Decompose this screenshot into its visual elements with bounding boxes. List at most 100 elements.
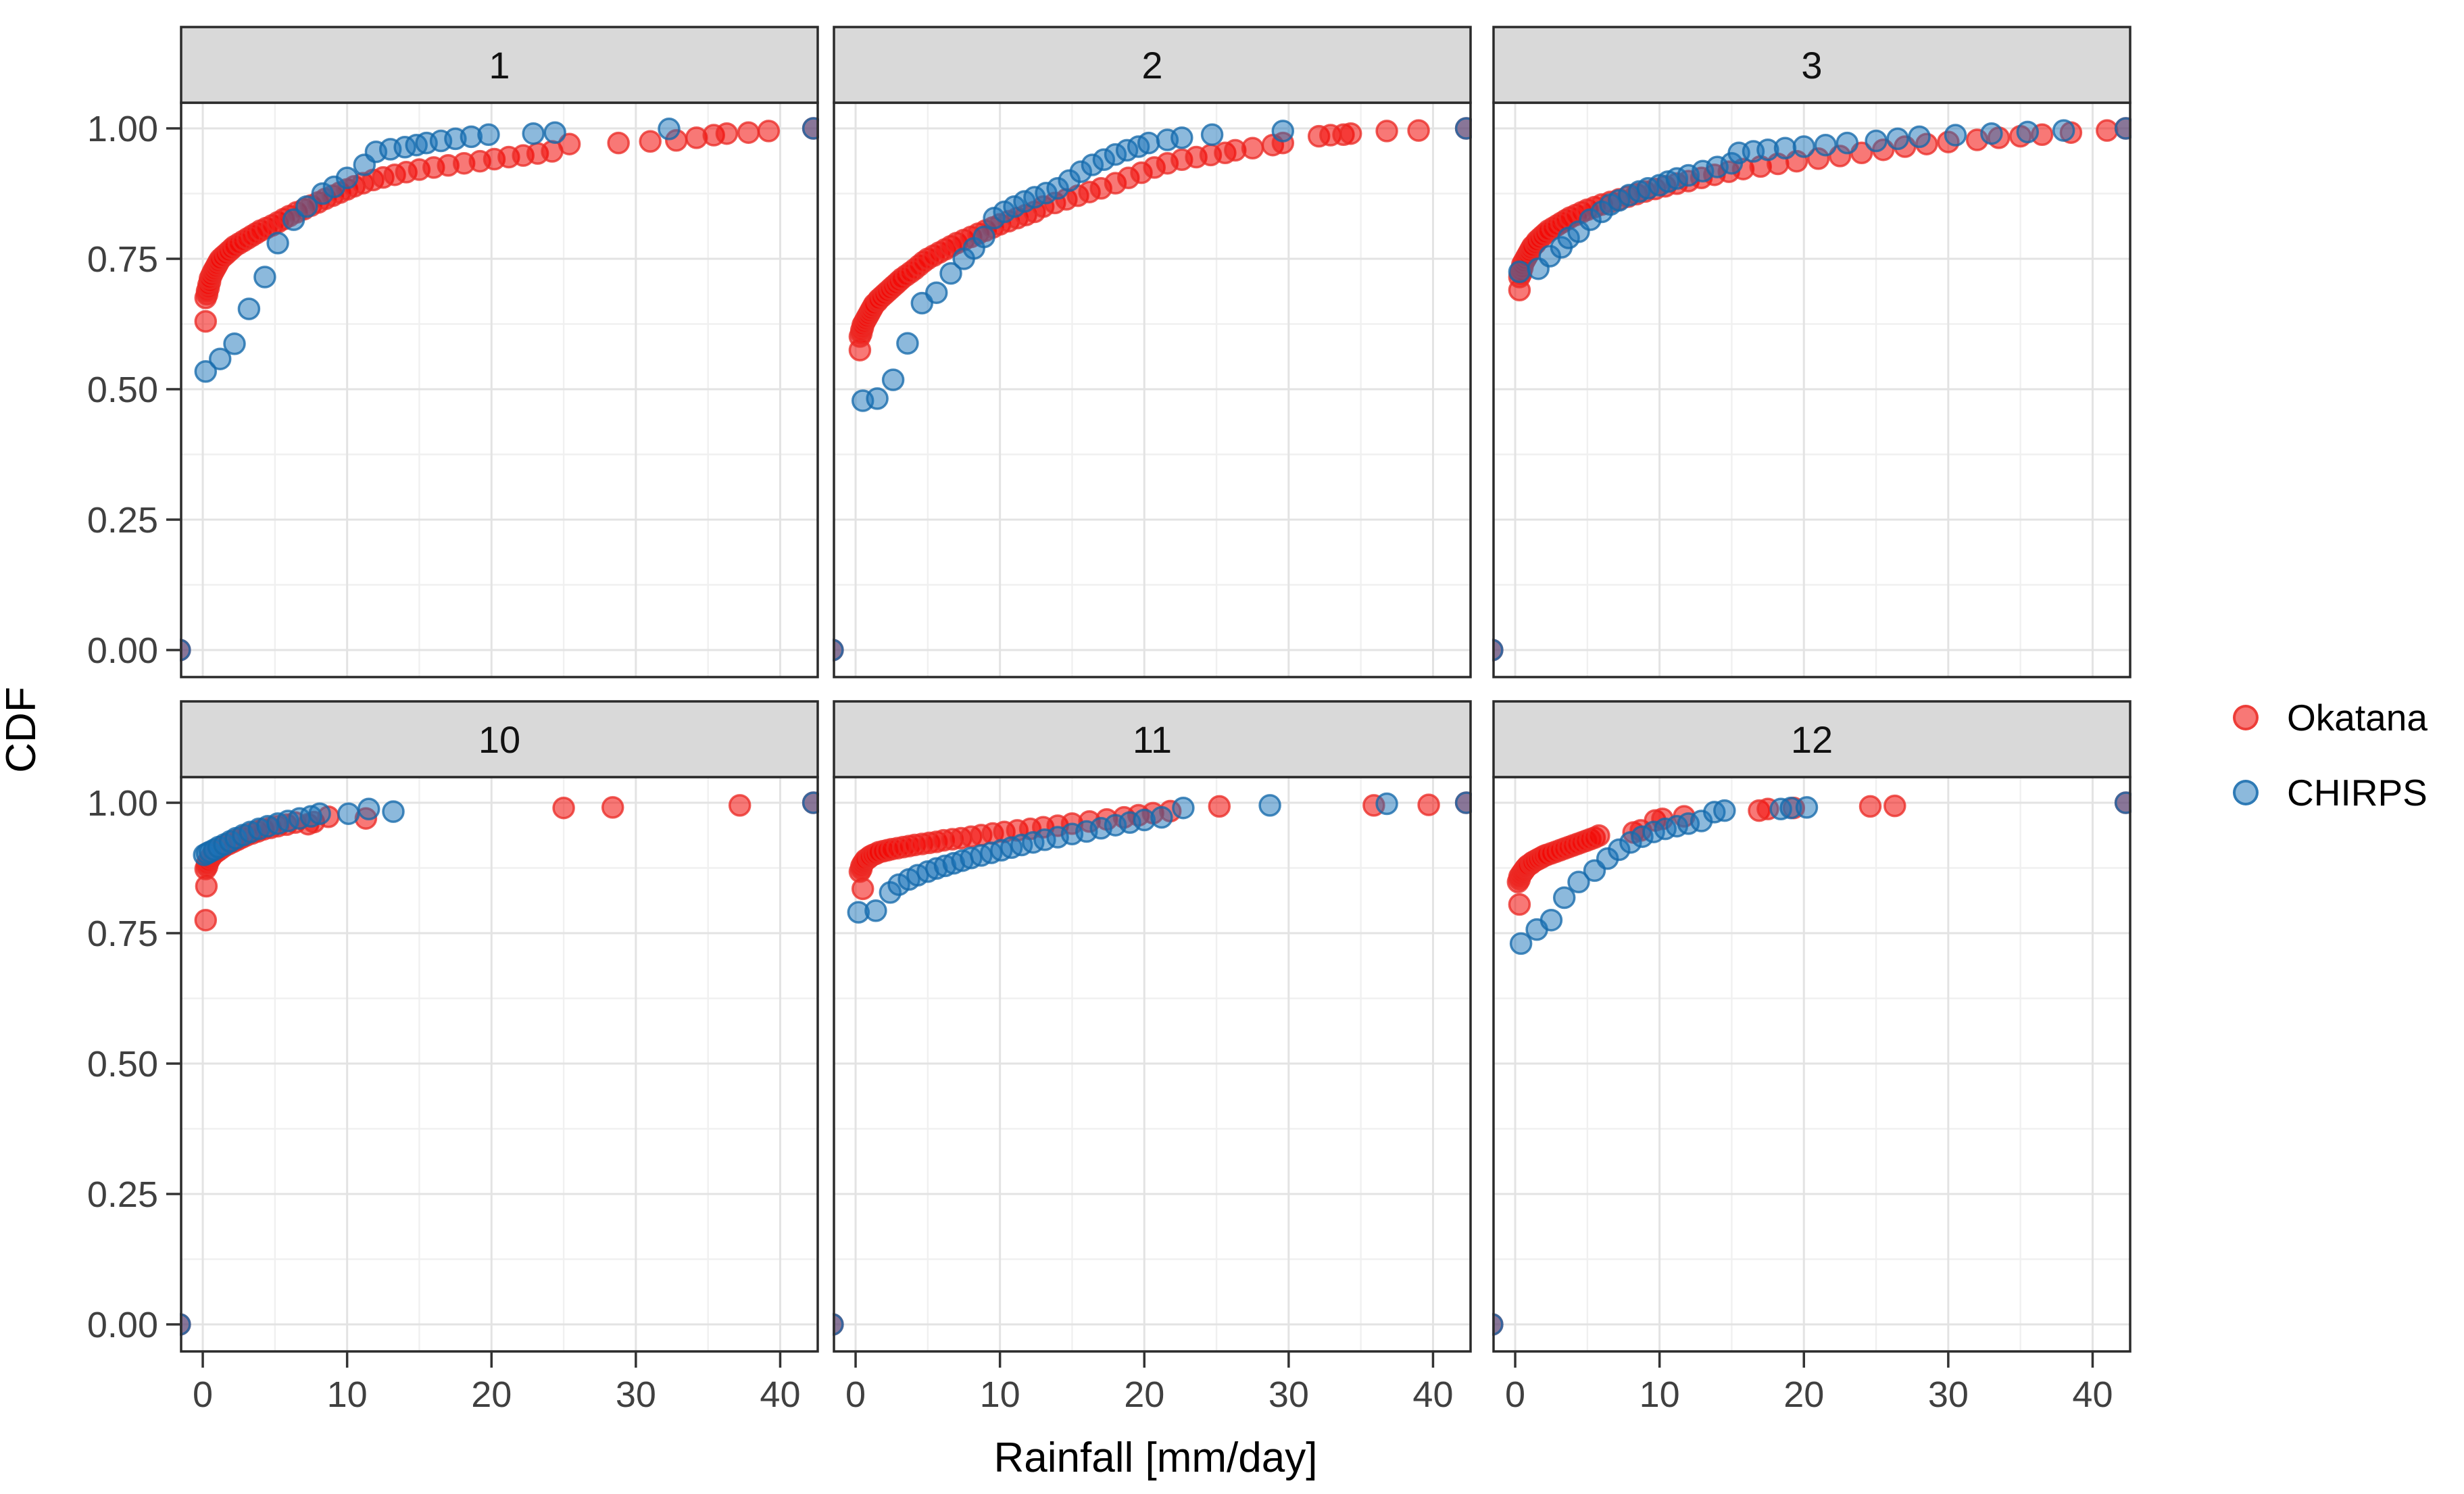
data-point [1883, 794, 1906, 818]
series-chirps-points [833, 117, 1472, 662]
data-point [939, 262, 962, 285]
data-point [552, 796, 575, 820]
data-point [1865, 129, 1888, 153]
data-point [802, 117, 819, 140]
data-point [2052, 119, 2075, 142]
data-point [1886, 127, 1909, 151]
legend-item-okatana: Okatana [2223, 685, 2428, 750]
data-point [335, 166, 359, 190]
data-point [1908, 125, 1931, 149]
series-chirps-points [180, 117, 819, 662]
data-point [208, 347, 232, 370]
data-point [1200, 123, 1224, 147]
data-point [881, 368, 905, 391]
y-tick-label: 1.00 [87, 109, 158, 149]
data-point [253, 266, 276, 289]
data-point [925, 281, 948, 304]
data-point [1567, 870, 1590, 894]
facet-panel-1 [180, 101, 819, 678]
data-point [1552, 886, 1576, 910]
facet-strip-label: 11 [1133, 718, 1172, 761]
facet-strip [833, 26, 1472, 104]
x-tick-label: 30 [1928, 1374, 1969, 1415]
facet-strip [833, 700, 1472, 778]
data-point [1858, 795, 1882, 818]
data-point [972, 225, 995, 249]
data-point [194, 309, 218, 333]
data-point [1375, 120, 1398, 143]
data-point [864, 899, 887, 922]
facet-strip [180, 700, 819, 778]
data-point [194, 360, 218, 383]
data-point [1795, 796, 1819, 819]
x-tick-label: 40 [1412, 1374, 1453, 1415]
series-chirps-points [1492, 117, 2132, 662]
facet-panel-2 [833, 101, 1472, 678]
data-point [757, 120, 781, 143]
data-point [715, 122, 739, 145]
facet-strip-label: 3 [1801, 44, 1822, 86]
y-tick-label: 0.00 [87, 1305, 158, 1345]
facet-strip [180, 26, 819, 104]
data-point [1508, 260, 1531, 284]
legend-label-okatana: Okatana [2287, 697, 2428, 739]
data-point [1814, 133, 1838, 157]
data-point [558, 132, 581, 155]
data-point [1417, 793, 1440, 816]
data-point [382, 800, 405, 823]
x-tick-label: 10 [980, 1374, 1020, 1415]
data-point [737, 121, 760, 144]
y-tick-label: 0.25 [87, 1174, 158, 1215]
data-point [337, 802, 360, 825]
series-okatana-points [833, 117, 1472, 662]
data-point [639, 130, 662, 153]
series-chirps-points [833, 791, 1472, 1336]
data-point [477, 123, 500, 147]
x-tick-label: 0 [193, 1374, 213, 1415]
x-tick-label: 20 [1124, 1374, 1164, 1415]
x-tick-label: 20 [1783, 1374, 1824, 1415]
legend-item-chirps: CHIRPS [2223, 760, 2428, 825]
data-point [896, 332, 919, 355]
data-point [1792, 135, 1816, 158]
data-point [1454, 791, 1472, 814]
data-point [1271, 120, 1295, 143]
data-point [1980, 122, 2003, 145]
data-point [866, 387, 889, 410]
data-point [266, 232, 289, 255]
data-point [1492, 1313, 1504, 1336]
y-tick-label: 0.75 [87, 239, 158, 280]
data-point [1258, 794, 1281, 817]
data-point [658, 118, 681, 141]
data-point [1492, 639, 1504, 662]
data-point [802, 791, 819, 814]
data-point [1835, 131, 1859, 155]
data-point [1509, 932, 1533, 955]
x-axis-title: Rainfall [mm/day] [993, 1435, 1318, 1481]
okatana-point-icon [2233, 705, 2259, 730]
data-point [1208, 795, 1231, 818]
chirps-point-icon [2233, 780, 2259, 805]
data-point [237, 297, 261, 320]
x-tick-label: 40 [2072, 1374, 2113, 1415]
data-point [522, 122, 545, 145]
facet-strip-label: 12 [1791, 718, 1833, 761]
y-tick-label: 1.00 [87, 783, 158, 824]
data-point [1137, 131, 1160, 155]
data-point [1171, 126, 1193, 149]
x-tick-label: 0 [1505, 1374, 1525, 1415]
x-tick-label: 40 [760, 1374, 800, 1415]
x-tick-label: 10 [327, 1374, 368, 1415]
data-point [1773, 136, 1797, 160]
y-tick-label: 0.75 [87, 914, 158, 954]
facet-strip-label: 10 [478, 718, 520, 761]
data-point [1241, 136, 1264, 160]
data-point [2114, 117, 2132, 140]
facet-panel-3 [1492, 101, 2132, 678]
x-tick-label: 30 [1268, 1374, 1309, 1415]
data-point [194, 908, 218, 932]
data-point [308, 802, 331, 825]
facet-strip [1492, 26, 2132, 104]
y-tick-label: 0.50 [87, 1044, 158, 1085]
